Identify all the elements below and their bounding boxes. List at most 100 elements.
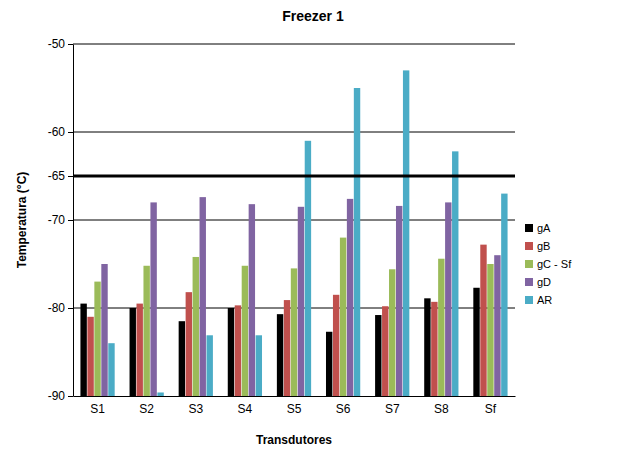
grid-line <box>73 44 515 45</box>
bar <box>501 194 507 396</box>
bar <box>193 257 199 396</box>
x-tick-label: S4 <box>238 402 253 416</box>
legend-swatch <box>525 260 533 268</box>
legend-item: gB <box>525 240 550 252</box>
y-tick: -70 <box>48 213 73 227</box>
bar <box>130 308 136 396</box>
chart: -90-80-70-65-60-50S1S2S3S4S5S6S7S8SfFree… <box>0 0 626 455</box>
y-axis-line <box>73 45 74 397</box>
bar <box>291 268 297 396</box>
bar <box>108 343 114 396</box>
bar <box>186 292 192 396</box>
bar <box>206 335 212 396</box>
bar <box>452 151 458 396</box>
bar <box>480 245 486 396</box>
y-tick-label: -80 <box>48 301 66 315</box>
y-tick: -80 <box>48 301 73 315</box>
x-tick-label: S8 <box>434 402 449 416</box>
bar <box>94 282 100 396</box>
grid-line <box>73 176 515 177</box>
bar <box>150 202 156 396</box>
bar <box>80 304 86 396</box>
bar <box>277 314 283 396</box>
bar <box>438 259 444 396</box>
x-tick-label: S1 <box>90 402 105 416</box>
legend-swatch <box>525 296 533 304</box>
y-tick: -50 <box>48 37 73 51</box>
y-axis: -90-80-70-65-60-50 <box>48 37 74 403</box>
bar <box>256 335 262 396</box>
x-tick: S8 <box>434 396 449 416</box>
x-axis-line <box>74 396 516 397</box>
x-tick-label: S5 <box>287 402 302 416</box>
bar <box>101 264 107 396</box>
legend-label: gD <box>537 276 551 288</box>
bar <box>340 238 346 396</box>
bar <box>445 202 451 396</box>
legend-label: gB <box>537 240 550 252</box>
plot: -90-80-70-65-60-50S1S2S3S4S5S6S7S8Sf <box>48 37 516 416</box>
y-tick: -60 <box>48 125 73 139</box>
bar <box>382 306 388 396</box>
bar <box>326 332 332 396</box>
bar <box>389 269 395 396</box>
x-tick: S7 <box>385 396 400 416</box>
bar <box>179 321 185 396</box>
legend-swatch <box>525 278 533 286</box>
bar <box>487 264 493 396</box>
title: Freezer 1 <box>282 8 344 24</box>
x-tick: S3 <box>188 396 203 416</box>
bar <box>424 298 430 396</box>
bar <box>333 295 339 396</box>
grid-line <box>73 132 515 133</box>
y-tick-mark <box>68 132 73 133</box>
bar <box>347 199 353 396</box>
legend-item: AR <box>525 294 552 306</box>
bar <box>200 197 206 396</box>
bar <box>157 392 163 396</box>
x-tick-label: S7 <box>385 402 400 416</box>
bar <box>305 141 311 396</box>
bar <box>284 300 290 396</box>
bar <box>396 206 402 396</box>
bar <box>143 266 149 396</box>
x-tick-label: S3 <box>188 402 203 416</box>
x-tick-label: Sf <box>485 402 497 416</box>
legend-item: gA <box>525 222 551 234</box>
legend-label: gA <box>537 222 551 234</box>
legend-item: gC - Sf <box>525 258 572 270</box>
y-tick-mark <box>68 308 73 309</box>
legend-label: AR <box>537 294 552 306</box>
bar <box>375 315 381 396</box>
legend-swatch <box>525 224 533 232</box>
x-tick: S2 <box>139 396 154 416</box>
y-tick-mark <box>68 176 73 177</box>
x-tick: Sf <box>485 396 497 416</box>
bar <box>235 305 241 396</box>
y-tick-label: -90 <box>48 389 66 403</box>
bar <box>249 204 255 396</box>
bar <box>137 304 143 396</box>
bars <box>80 70 507 396</box>
y-axis-title: Temperatura (°C) <box>15 172 29 269</box>
legend-swatch <box>525 242 533 250</box>
reference-line <box>73 175 515 178</box>
y-tick-mark <box>68 44 73 45</box>
y-tick-mark <box>68 220 73 221</box>
y-tick-label: -50 <box>48 37 66 51</box>
x-tick: S4 <box>238 396 253 416</box>
bar <box>298 207 304 396</box>
x-tick: S6 <box>336 396 351 416</box>
x-axis: S1 S2 S3 S4 S5 S6 S7 S8 Sf <box>74 396 516 416</box>
y-tick-mark <box>68 396 73 397</box>
bar <box>242 266 248 396</box>
legend-label: gC - Sf <box>537 258 572 270</box>
bar <box>228 308 234 396</box>
bar <box>431 302 437 396</box>
y-tick-label: -70 <box>48 213 66 227</box>
y-tick: -90 <box>48 389 73 403</box>
x-tick-label: S2 <box>139 402 154 416</box>
bar <box>87 317 93 396</box>
bar <box>494 255 500 396</box>
bar <box>403 70 409 396</box>
